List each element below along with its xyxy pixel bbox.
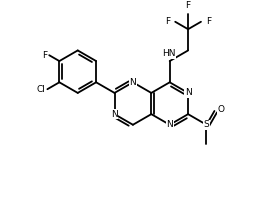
Text: Cl: Cl	[37, 85, 45, 94]
Text: N: N	[130, 78, 136, 87]
Text: F: F	[206, 17, 211, 26]
Text: F: F	[42, 51, 47, 60]
Text: F: F	[165, 17, 170, 26]
Text: N: N	[111, 110, 118, 119]
Text: O: O	[217, 105, 224, 114]
Text: HN: HN	[162, 49, 176, 58]
Text: N: N	[185, 88, 191, 97]
Text: F: F	[186, 1, 191, 9]
Text: S: S	[204, 120, 209, 129]
Text: N: N	[166, 120, 173, 129]
